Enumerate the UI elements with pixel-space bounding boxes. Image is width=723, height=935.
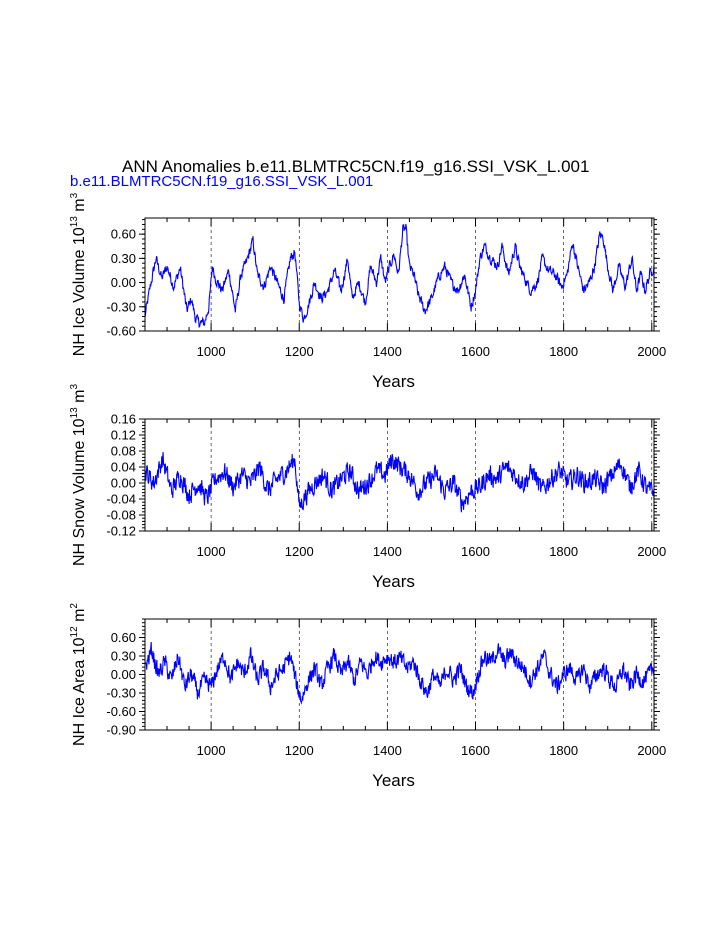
x-tick-label: 1000 (197, 544, 226, 559)
y-tick-label: -0.60 (106, 324, 136, 339)
y-tick-label: -0.04 (106, 492, 136, 507)
y-tick-label: 0.08 (111, 444, 136, 459)
legend-label: b.e11.BLMTRC5CN.f19_g16.SSI_VSK_L.001 (70, 173, 373, 190)
y-tick-label: 0.00 (111, 275, 136, 290)
y-axis-label: NH Ice Volume 1013 m3 (69, 192, 88, 356)
panel-nh-ice-area: 1000 1200 1400 1600 1800 2000 0.60 0.30 0.00 -0.3… (69, 603, 666, 790)
y-tick-label: 0.00 (111, 476, 136, 491)
y-tick-label: 0.12 (111, 428, 136, 443)
x-tick-label: 1600 (461, 544, 490, 559)
plot-frame (144, 217, 655, 332)
x-tick-label: 2000 (637, 344, 666, 359)
x-tick-label: 1800 (549, 743, 578, 758)
x-tick-label: 1600 (461, 743, 490, 758)
y-tick-label: 0.16 (111, 412, 136, 427)
series-line (144, 641, 655, 705)
x-tick-label: 1000 (197, 743, 226, 758)
x-tick-label: 1800 (549, 344, 578, 359)
series-line (144, 452, 655, 513)
x-tick-label: 1400 (373, 743, 402, 758)
x-tick-label: 2000 (637, 743, 666, 758)
x-tick-label: 1000 (197, 344, 226, 359)
y-tick-label: 0.00 (111, 667, 136, 682)
x-tick-label: 1600 (461, 344, 490, 359)
x-tick-label: 1200 (285, 743, 314, 758)
y-tick-label: 0.30 (111, 649, 136, 664)
y-tick-label: -0.60 (106, 704, 136, 719)
x-axis-label: Years (372, 771, 415, 790)
y-tick-label: -0.08 (106, 508, 136, 523)
y-tick-label: 0.60 (111, 630, 136, 645)
y-tick-label: 0.60 (111, 227, 136, 242)
panel-nh-ice-volume: 1000 1200 1400 1600 1800 2000 0.60 0.30 0.00 -0.3… (69, 192, 666, 391)
y-tick-label: -0.30 (106, 299, 136, 314)
y-axis-label: NH Ice Area 1012 m2 (69, 603, 88, 746)
plot-frame (144, 418, 655, 532)
x-tick-label: 1400 (373, 344, 402, 359)
panel-nh-snow-volume: 1000 1200 1400 1600 1800 2000 0.160.120.080.04… (69, 384, 666, 591)
series-line (144, 223, 655, 329)
y-axis-label: NH Snow Volume 1013 m3 (69, 384, 88, 567)
x-tick-label: 1200 (285, 344, 314, 359)
x-tick-label: 1200 (285, 544, 314, 559)
y-tick-label: -0.30 (106, 686, 136, 701)
x-tick-label: 1400 (373, 544, 402, 559)
x-tick-label: 2000 (637, 544, 666, 559)
chart-title: ANN Anomalies b.e11.BLMTRC5CN.f19_g16.SS… (122, 157, 589, 176)
x-axis-label: Years (372, 372, 415, 391)
y-tick-label: 0.04 (111, 460, 136, 475)
y-tick-label: -0.12 (106, 524, 136, 539)
x-axis-label: Years (372, 572, 415, 591)
x-tick-label: 1800 (549, 544, 578, 559)
y-tick-label: 0.30 (111, 251, 136, 266)
y-tick-label: -0.90 (106, 723, 136, 738)
